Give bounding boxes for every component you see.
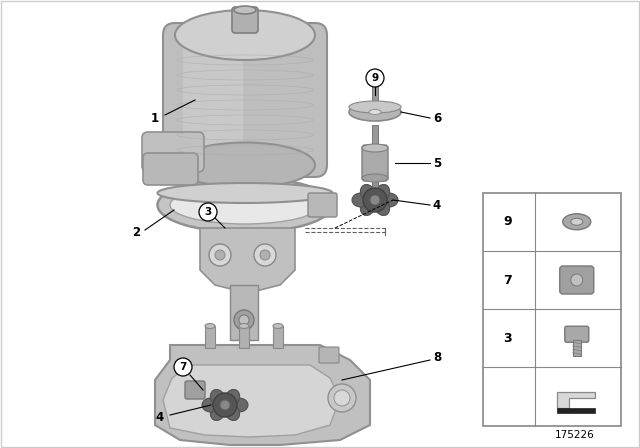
Circle shape	[239, 315, 249, 325]
Text: 7: 7	[504, 273, 513, 287]
Ellipse shape	[205, 323, 215, 328]
Circle shape	[328, 384, 356, 412]
Ellipse shape	[352, 193, 370, 207]
Circle shape	[260, 250, 270, 260]
Ellipse shape	[380, 193, 398, 207]
Circle shape	[234, 310, 254, 330]
FancyBboxPatch shape	[232, 7, 258, 33]
FancyBboxPatch shape	[143, 153, 198, 185]
Text: 4: 4	[433, 198, 441, 211]
Ellipse shape	[360, 185, 376, 202]
FancyBboxPatch shape	[163, 23, 327, 177]
FancyBboxPatch shape	[185, 381, 205, 399]
Text: 8: 8	[433, 350, 441, 363]
Ellipse shape	[234, 6, 256, 14]
Ellipse shape	[349, 103, 401, 121]
Circle shape	[571, 274, 583, 286]
FancyBboxPatch shape	[319, 347, 339, 363]
FancyBboxPatch shape	[560, 266, 594, 294]
Ellipse shape	[239, 323, 249, 328]
Ellipse shape	[374, 198, 390, 215]
Bar	[205, 326, 215, 348]
Ellipse shape	[563, 214, 591, 230]
Bar	[372, 78, 378, 108]
Circle shape	[174, 358, 192, 376]
Bar	[557, 409, 595, 414]
Bar	[230, 285, 258, 340]
Ellipse shape	[225, 389, 239, 407]
Ellipse shape	[360, 198, 376, 215]
Text: 6: 6	[433, 112, 441, 125]
Ellipse shape	[175, 10, 315, 60]
Ellipse shape	[230, 398, 248, 412]
Ellipse shape	[157, 183, 333, 203]
Text: 7: 7	[179, 362, 187, 372]
Bar	[273, 326, 283, 348]
Text: 2: 2	[132, 225, 140, 238]
FancyBboxPatch shape	[362, 145, 388, 181]
Text: 9: 9	[371, 73, 379, 83]
Circle shape	[334, 390, 350, 406]
FancyBboxPatch shape	[183, 37, 243, 157]
Circle shape	[213, 393, 237, 417]
Circle shape	[209, 244, 231, 266]
Polygon shape	[200, 228, 295, 290]
Bar	[239, 326, 249, 348]
Ellipse shape	[157, 177, 333, 233]
Ellipse shape	[362, 174, 388, 182]
Ellipse shape	[362, 144, 388, 152]
Ellipse shape	[349, 101, 401, 113]
FancyBboxPatch shape	[564, 326, 589, 342]
Text: 4: 4	[156, 410, 164, 423]
Ellipse shape	[211, 389, 225, 407]
Circle shape	[215, 250, 225, 260]
Text: 175226: 175226	[555, 430, 595, 440]
Text: 3: 3	[504, 332, 512, 345]
Circle shape	[366, 69, 384, 87]
Ellipse shape	[374, 185, 390, 202]
Ellipse shape	[211, 403, 225, 421]
Bar	[483, 193, 621, 426]
Circle shape	[370, 195, 380, 205]
Circle shape	[199, 203, 217, 221]
FancyBboxPatch shape	[142, 132, 204, 172]
Polygon shape	[155, 345, 370, 445]
Circle shape	[363, 188, 387, 212]
Ellipse shape	[369, 109, 381, 115]
Bar	[372, 165, 378, 200]
Ellipse shape	[273, 323, 283, 328]
Polygon shape	[163, 365, 340, 437]
Text: 9: 9	[504, 215, 512, 228]
Polygon shape	[557, 392, 595, 409]
FancyBboxPatch shape	[308, 193, 337, 217]
Text: 5: 5	[433, 156, 441, 169]
Ellipse shape	[202, 398, 220, 412]
Ellipse shape	[175, 142, 315, 188]
Text: 1: 1	[151, 112, 159, 125]
Ellipse shape	[170, 186, 320, 224]
Ellipse shape	[571, 218, 583, 225]
Text: 3: 3	[204, 207, 212, 217]
Ellipse shape	[225, 403, 239, 421]
Circle shape	[254, 244, 276, 266]
Circle shape	[220, 400, 230, 410]
Bar	[372, 125, 378, 150]
Bar	[573, 340, 580, 356]
